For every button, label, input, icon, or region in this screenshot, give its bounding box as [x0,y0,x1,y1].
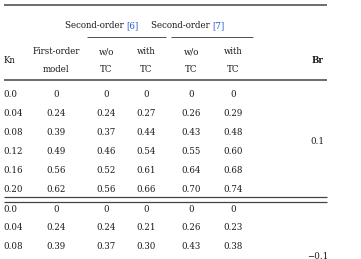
Text: 0.21: 0.21 [136,224,156,232]
Text: 0.12: 0.12 [4,147,23,156]
Text: 0.24: 0.24 [97,109,116,118]
Text: model: model [43,66,69,74]
Text: 0.48: 0.48 [223,128,243,137]
Text: 0.24: 0.24 [97,224,116,232]
Text: w/o: w/o [184,47,199,56]
Text: Br: Br [312,56,323,65]
Text: 0.43: 0.43 [182,242,201,251]
Text: 0.30: 0.30 [136,242,156,251]
Text: 0.24: 0.24 [46,109,66,118]
Text: 0: 0 [188,90,194,99]
Text: w/o: w/o [99,47,114,56]
Text: 0.44: 0.44 [136,128,156,137]
Text: −0.1: −0.1 [307,252,328,259]
Text: 0.68: 0.68 [223,166,243,175]
Text: 0.49: 0.49 [46,147,66,156]
Text: 0.26: 0.26 [182,109,201,118]
Text: 0.20: 0.20 [4,185,23,193]
Text: 0.04: 0.04 [4,224,23,232]
Text: 0: 0 [104,90,109,99]
Text: 0.16: 0.16 [4,166,23,175]
Text: 0.29: 0.29 [223,109,243,118]
Text: 0.56: 0.56 [97,185,116,193]
Text: [6]: [6] [126,21,139,30]
Text: 0: 0 [188,205,194,213]
Text: TC: TC [100,66,113,74]
Text: 0.54: 0.54 [136,147,156,156]
Text: 0.26: 0.26 [182,224,201,232]
Text: 0.64: 0.64 [182,166,201,175]
Text: 0.38: 0.38 [223,242,243,251]
Text: 0.55: 0.55 [182,147,201,156]
Text: 0.08: 0.08 [4,128,23,137]
Text: 0.62: 0.62 [46,185,66,193]
Text: TC: TC [140,66,152,74]
Text: 0: 0 [143,205,149,213]
Text: 0.24: 0.24 [46,224,66,232]
Text: 0: 0 [53,205,59,213]
Text: 0.61: 0.61 [136,166,156,175]
Text: 0.46: 0.46 [97,147,116,156]
Text: 0.37: 0.37 [97,128,116,137]
Text: Second-order: Second-order [65,21,126,30]
Text: 0.43: 0.43 [182,128,201,137]
Text: First-order: First-order [32,47,80,56]
Text: 0.0: 0.0 [4,90,18,99]
Text: 0: 0 [53,90,59,99]
Text: 0: 0 [230,90,236,99]
Text: 0.27: 0.27 [136,109,156,118]
Text: Second-order: Second-order [151,21,212,30]
Text: 0.70: 0.70 [182,185,201,193]
Text: 0.39: 0.39 [46,242,66,251]
Text: 0.39: 0.39 [46,128,66,137]
Text: 0.1: 0.1 [311,137,325,146]
Text: 0.52: 0.52 [97,166,116,175]
Text: 0.0: 0.0 [4,205,18,213]
Text: 0.56: 0.56 [46,166,66,175]
Text: [7]: [7] [212,21,224,30]
Text: 0.74: 0.74 [223,185,243,193]
Text: 0.04: 0.04 [4,109,23,118]
Text: 0.23: 0.23 [223,224,243,232]
Text: TC: TC [227,66,239,74]
Text: with: with [223,47,242,56]
Text: 0: 0 [230,205,236,213]
Text: with: with [137,47,156,56]
Text: TC: TC [185,66,197,74]
Text: Kn: Kn [4,56,16,65]
Text: 0.37: 0.37 [97,242,116,251]
Text: 0.66: 0.66 [136,185,156,193]
Text: 0: 0 [143,90,149,99]
Text: 0.60: 0.60 [223,147,243,156]
Text: 0.08: 0.08 [4,242,23,251]
Text: 0: 0 [104,205,109,213]
